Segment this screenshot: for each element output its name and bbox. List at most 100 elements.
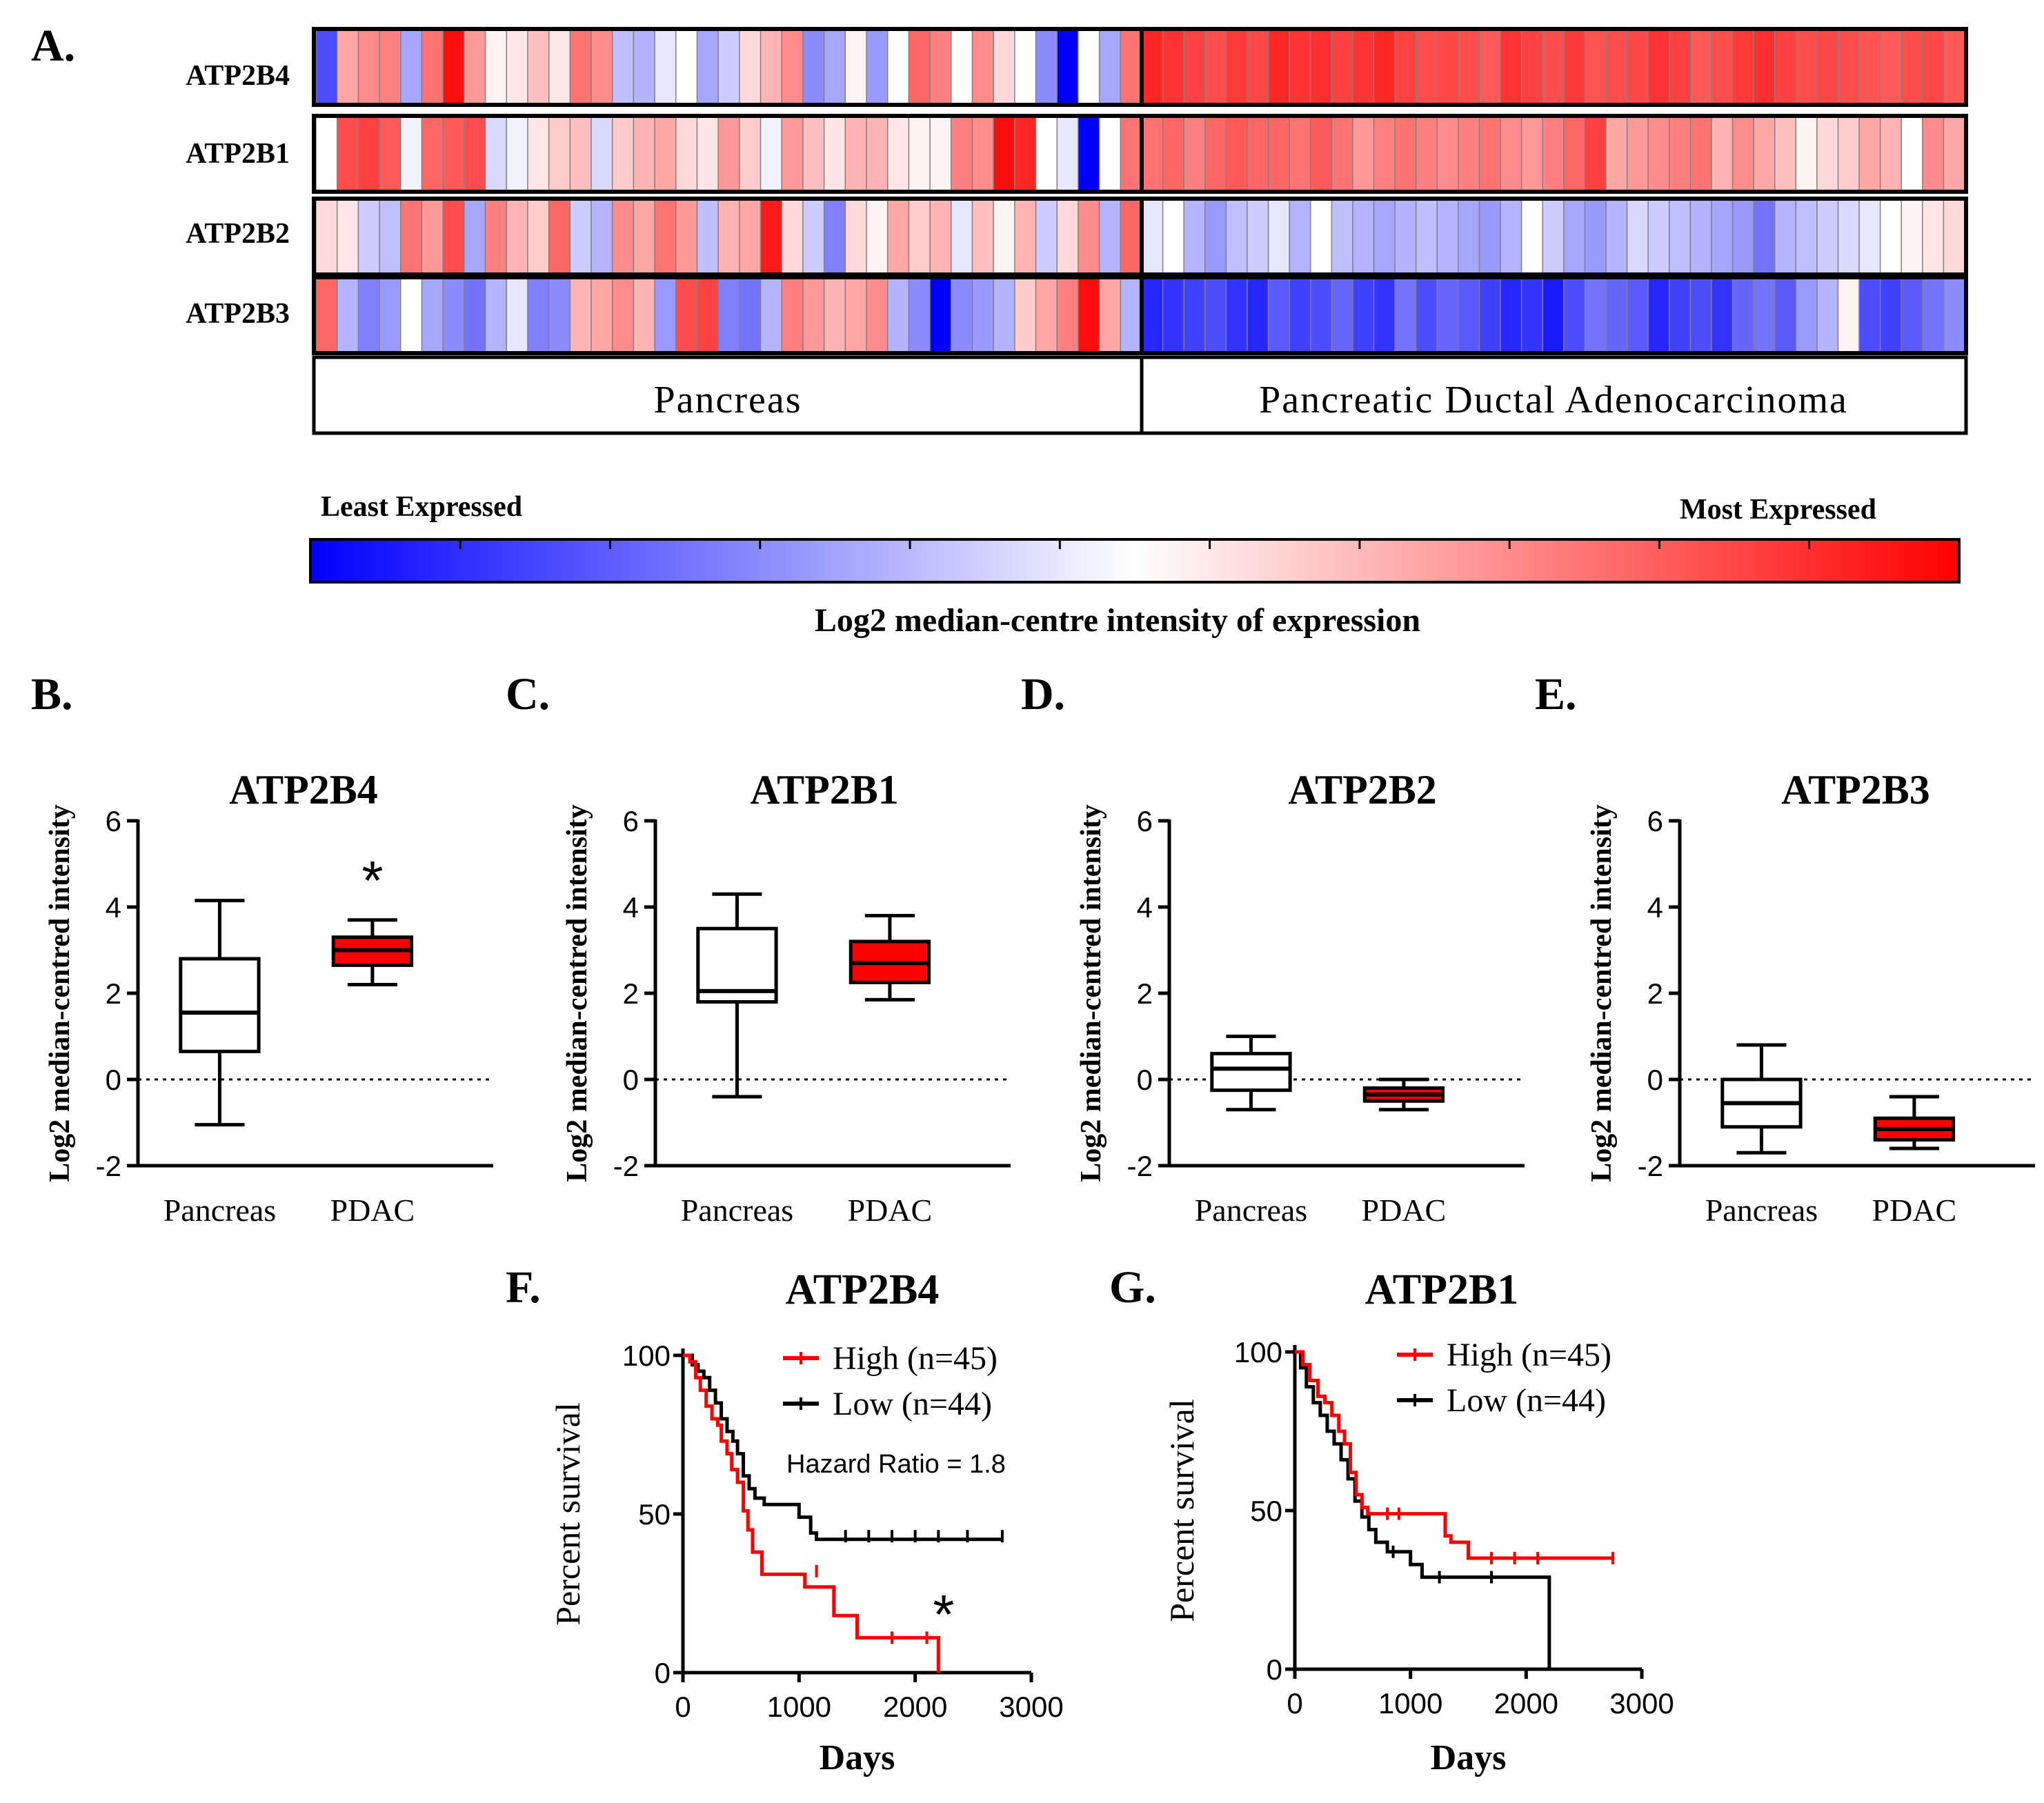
heatmap-cell <box>442 198 465 275</box>
heatmap-cell <box>1901 28 1923 106</box>
heatmap-cell <box>1520 198 1544 275</box>
heatmap-cell <box>484 277 508 354</box>
panel-b-letter: B. <box>31 669 73 719</box>
heatmap-cell <box>1035 277 1058 354</box>
heatmap-cell <box>633 115 656 192</box>
heatmap-cell <box>315 198 338 275</box>
heatmap-cell <box>1605 115 1628 192</box>
heatmap-cell <box>654 198 677 275</box>
y-axis-label: Log2 median-centred intensity <box>1586 804 1618 1182</box>
heatmap-cell <box>1668 115 1691 192</box>
heatmap-cell <box>760 28 783 106</box>
heatmap-cell <box>1162 28 1185 106</box>
heatmap-cell <box>1542 28 1565 106</box>
heatmap-cell <box>908 115 931 192</box>
heatmap-cell <box>696 115 720 192</box>
heatmap-cell <box>1225 198 1249 275</box>
heatmap-cell <box>1478 198 1502 275</box>
heatmap-cell <box>1563 198 1586 275</box>
heatmap-cell <box>611 115 635 192</box>
heatmap-cell <box>1795 115 1818 192</box>
y-tick-label: 2 <box>1647 977 1663 1010</box>
panel-c-letter: C. <box>506 669 550 719</box>
heatmap-cell <box>1500 198 1522 275</box>
heatmap-cell <box>1520 277 1544 354</box>
heatmap-row-frame <box>1140 27 1968 107</box>
heatmap-cell <box>1183 28 1206 106</box>
heatmap-cell <box>781 277 804 354</box>
heatmap-cell <box>1478 277 1502 354</box>
heatmap-cell <box>675 198 698 275</box>
heatmap-cell <box>1774 115 1797 192</box>
x-category-label: PDAC <box>848 1193 933 1228</box>
heatmap-cell <box>1014 28 1037 106</box>
heatmap-cell <box>675 28 698 106</box>
heatmap-cell <box>1922 115 1945 192</box>
heatmap-cell <box>1943 277 1966 354</box>
heatmap-cell <box>421 115 444 192</box>
heatmap-cell <box>315 28 338 106</box>
y-tick-label: 6 <box>623 805 639 837</box>
heatmap-cell <box>1922 28 1945 106</box>
panel-e-letter: E. <box>1535 669 1577 719</box>
heatmap-cell <box>1774 198 1797 275</box>
group-label-pdac: Pancreatic Ductal Adenocarcinoma <box>1259 379 1848 421</box>
heatmap-cell <box>1879 28 1903 106</box>
y-axis-label: Log2 median-centred intensity <box>1075 804 1107 1182</box>
x-category-label: Pancreas <box>1705 1193 1818 1228</box>
heatmap-cell <box>442 28 465 106</box>
heatmap-cell <box>464 277 486 354</box>
heatmap-cell <box>886 198 910 275</box>
heatmap-cell <box>1816 115 1839 192</box>
heatmap-cell <box>1120 277 1143 354</box>
heatmap-cell <box>1289 277 1311 354</box>
box-plot-ATP2B1: ATP2B1 Log2 median-centred intensity -2 0 2 4… <box>562 767 1011 1228</box>
heatmap-cell <box>1289 115 1311 192</box>
y-tick-label: 0 <box>655 1657 671 1689</box>
heatmap-cell <box>357 277 381 354</box>
y-tick-label: -2 <box>1638 1150 1663 1182</box>
heatmap-cell <box>1056 277 1080 354</box>
y-tick-label: 2 <box>106 977 121 1010</box>
significance-asterisk: * <box>933 1584 954 1645</box>
heatmap-cell <box>1795 198 1818 275</box>
heatmap-cell <box>1711 28 1734 106</box>
heatmap-cell <box>696 277 720 354</box>
panel-d-letter: D. <box>1021 669 1065 719</box>
heatmap-cell <box>1542 198 1565 275</box>
heatmap-cell <box>1394 198 1417 275</box>
heatmap-cell <box>1879 277 1903 354</box>
heatmap-cell <box>1352 198 1375 275</box>
heatmap-cell <box>908 28 931 106</box>
heatmap-cell <box>739 115 762 192</box>
heatmap-cell <box>1795 28 1818 106</box>
heatmap-cell <box>357 198 381 275</box>
heatmap-cell <box>823 198 846 275</box>
heatmap-cell <box>844 28 868 106</box>
heatmap-cell <box>1035 28 1058 106</box>
heatmap-cell <box>442 277 465 354</box>
heatmap-cell <box>760 198 783 275</box>
heatmap-cell <box>823 277 846 354</box>
survival-curve-high <box>1295 1350 1614 1560</box>
heatmap-cell <box>1183 115 1206 192</box>
heatmap-cell <box>1732 115 1755 192</box>
y-axis-label: Percent survival <box>548 1402 587 1626</box>
heatmap-cell <box>1394 277 1417 354</box>
heatmap-cell <box>886 115 910 192</box>
y-tick-label: 2 <box>1137 977 1153 1010</box>
heatmap-cell <box>1352 28 1375 106</box>
heatmap-cell <box>1247 28 1269 106</box>
panel-g-letter: G. <box>1109 1262 1156 1313</box>
heatmap-cell <box>527 28 550 106</box>
group-box-pdac <box>1140 355 1968 435</box>
heatmap-cell <box>1352 115 1375 192</box>
x-tick-label: 0 <box>675 1691 691 1723</box>
color-scale-bar <box>309 538 1961 584</box>
heatmap-cell <box>1520 28 1544 106</box>
heatmap-cell <box>379 115 401 192</box>
heatmap-cell <box>1837 28 1861 106</box>
heatmap-cell <box>484 198 508 275</box>
